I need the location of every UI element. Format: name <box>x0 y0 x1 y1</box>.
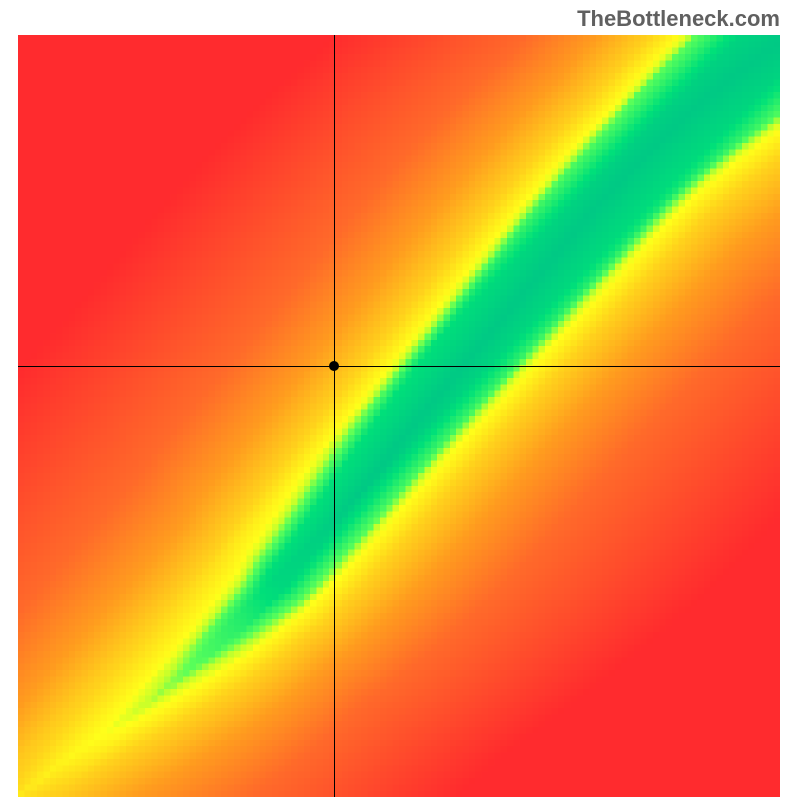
watermark-text: TheBottleneck.com <box>577 6 780 32</box>
heatmap-canvas <box>18 35 780 797</box>
crosshair-vertical <box>334 35 335 797</box>
crosshair-horizontal <box>18 366 780 367</box>
chart-container: TheBottleneck.com <box>0 0 800 800</box>
heatmap-plot <box>18 35 780 797</box>
